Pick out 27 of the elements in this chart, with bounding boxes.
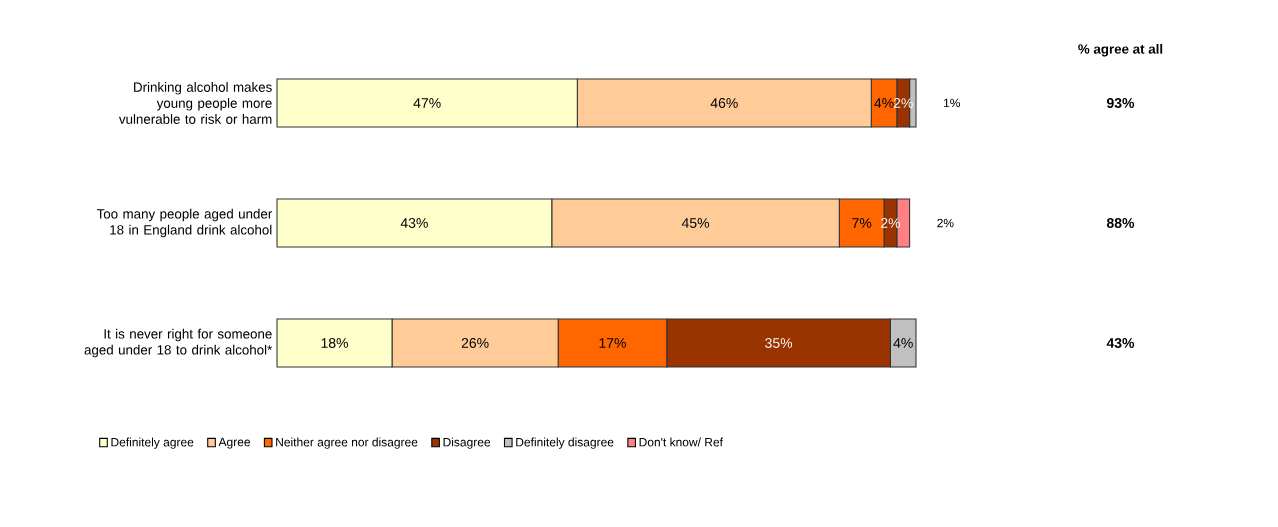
data-label: 45% bbox=[681, 218, 710, 228]
legend-label: Don't know/ Ref bbox=[639, 437, 723, 447]
data-label: 2% bbox=[937, 218, 954, 228]
data-label: 35% bbox=[765, 338, 793, 348]
data-label: 4% bbox=[893, 338, 913, 348]
legend-label: Disagree bbox=[443, 437, 491, 449]
data-label: 43% bbox=[400, 218, 428, 228]
data-label: 2% bbox=[881, 218, 901, 228]
text: 43% bbox=[1106, 338, 1135, 348]
data-label: 26% bbox=[461, 338, 489, 348]
legend-label: Definitely disagree bbox=[516, 437, 614, 449]
legend-label: Neither agree nor disagree bbox=[276, 437, 418, 449]
y-tick-label: Drinking alcohol makes young people more vulnerable to risk or harm bbox=[118, 82, 272, 124]
data-label: 7% bbox=[852, 218, 872, 228]
data-label: 4% bbox=[874, 98, 894, 108]
data-label: 18% bbox=[321, 338, 349, 348]
y-tick-label: It is never right for someone aged under 18 to drink alcohol* bbox=[84, 328, 273, 358]
data-label: 47% bbox=[413, 98, 441, 108]
text: 88% bbox=[1106, 218, 1135, 228]
data-label: 17% bbox=[599, 338, 626, 348]
data-label: 46% bbox=[710, 98, 738, 108]
legend-label: Agree bbox=[218, 437, 250, 449]
y-tick-label: Too many people aged under 18 in England drink alcohol bbox=[96, 208, 273, 238]
legend-label: Definitely agree bbox=[111, 437, 194, 449]
text: % agree at all bbox=[1078, 43, 1163, 57]
text: 93% bbox=[1106, 98, 1135, 108]
data-label: 1% bbox=[944, 98, 960, 108]
